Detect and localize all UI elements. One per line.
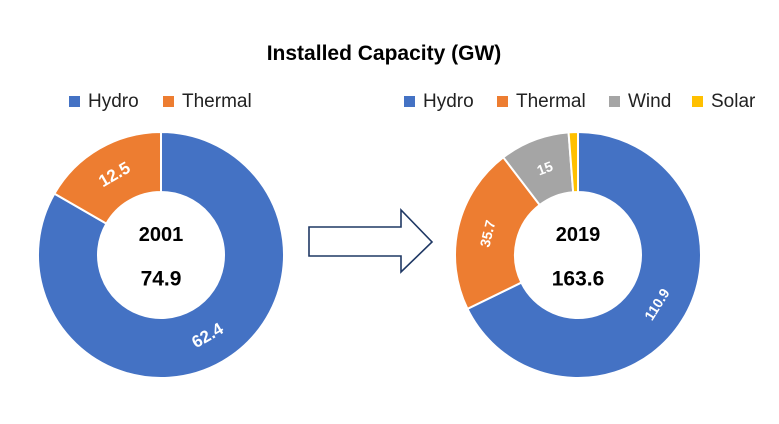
legend-label-solar-2019: Solar <box>711 91 756 112</box>
legend-swatch-hydro-2001 <box>69 96 80 107</box>
legend-2019: Hydro Thermal Wind Solar <box>404 91 756 112</box>
center-total-label-2019: 163.6 <box>552 268 605 291</box>
slice-label-thermal-2019: 35.7 <box>477 218 499 248</box>
chart-title: Installed Capacity (GW) <box>267 42 502 65</box>
legend-swatch-thermal-2019 <box>497 96 508 107</box>
legend-2001: Hydro Thermal <box>69 91 252 112</box>
legend-swatch-wind-2019 <box>609 96 620 107</box>
legend-label-thermal-2019: Thermal <box>516 91 586 112</box>
slice-label-wind-2019: 15 <box>535 158 555 179</box>
slice-hydro-2001 <box>37 130 285 379</box>
transition-arrow-icon <box>308 208 434 274</box>
center-year-label-2001: 2001 <box>139 224 184 246</box>
slice-hydro-2019 <box>466 130 702 379</box>
legend-label-wind-2019: Wind <box>628 91 671 112</box>
legend-swatch-hydro-2019 <box>404 96 415 107</box>
center-year-label-2019: 2019 <box>556 224 601 246</box>
legend-swatch-thermal-2001 <box>163 96 174 107</box>
legend-label-hydro-2019: Hydro <box>423 91 474 112</box>
legend-label-thermal-2001: Thermal <box>182 91 252 112</box>
slice-thermal-2019 <box>454 155 542 311</box>
legend-swatch-solar-2019 <box>692 96 703 107</box>
center-total-label-2001: 74.9 <box>141 268 182 291</box>
slice-thermal-2001 <box>53 130 162 225</box>
legend-label-hydro-2001: Hydro <box>88 91 139 112</box>
slice-solar-2019 <box>567 130 579 194</box>
